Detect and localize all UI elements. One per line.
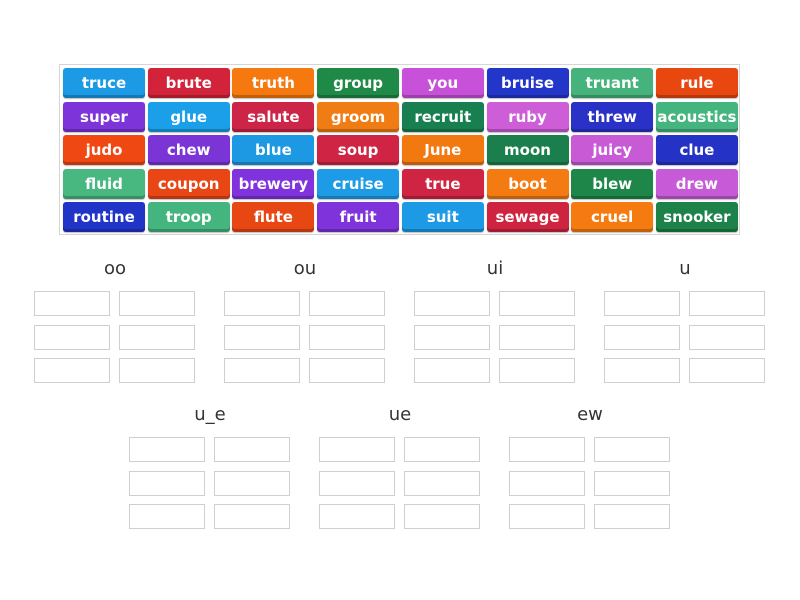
drop-slot[interactable] — [414, 358, 490, 383]
word-tile[interactable]: group — [317, 68, 400, 98]
drop-slot[interactable] — [309, 291, 385, 316]
word-tile-bank: truce brute truth group you bruise truant rule s… — [59, 64, 740, 235]
word-tile[interactable]: ruby — [486, 101, 569, 132]
drop-slot[interactable] — [129, 504, 205, 529]
word-tile[interactable]: truant — [571, 68, 654, 98]
drop-slot[interactable] — [594, 470, 670, 496]
drop-slot[interactable] — [129, 437, 205, 462]
word-tile[interactable]: drew — [655, 168, 738, 199]
word-tile[interactable]: threw — [571, 101, 654, 132]
drop-slot[interactable] — [129, 470, 205, 496]
word-tile[interactable]: truth — [232, 68, 315, 98]
drop-slot[interactable] — [594, 504, 670, 529]
word-tile[interactable]: fruit — [317, 202, 400, 233]
word-tile[interactable]: boot — [486, 168, 569, 199]
word-tile[interactable]: truce — [63, 68, 145, 98]
group-title: ui — [486, 258, 504, 279]
word-tile[interactable]: rule — [655, 68, 738, 98]
drop-slot[interactable] — [214, 437, 290, 462]
drop-slot[interactable] — [414, 291, 490, 316]
word-tile[interactable]: routine — [63, 202, 145, 233]
group-title: ew — [577, 404, 603, 425]
drop-slot[interactable] — [214, 504, 290, 529]
drop-slot[interactable] — [224, 291, 300, 316]
word-tile[interactable]: bruise — [486, 68, 569, 98]
drop-slot[interactable] — [119, 291, 195, 316]
word-tile[interactable]: June — [401, 135, 484, 166]
word-tile[interactable]: moon — [486, 135, 569, 166]
word-tile[interactable]: super — [63, 101, 145, 132]
word-tile[interactable]: acoustics — [655, 101, 738, 132]
drop-slot[interactable] — [509, 437, 585, 462]
group-title: ue — [388, 404, 412, 425]
word-tile[interactable]: glue — [147, 101, 230, 132]
drop-slot[interactable] — [594, 437, 670, 462]
word-tile[interactable]: troop — [147, 202, 230, 233]
drop-slot[interactable] — [34, 358, 110, 383]
word-tile[interactable]: sewage — [486, 202, 569, 233]
word-tile[interactable]: juicy — [571, 135, 654, 166]
word-tile[interactable]: cruise — [317, 168, 400, 199]
word-tile[interactable]: brewery — [232, 168, 315, 199]
drop-slot[interactable] — [604, 291, 680, 316]
word-tile[interactable]: judo — [63, 135, 145, 166]
word-tile[interactable]: soup — [317, 135, 400, 166]
drop-slot[interactable] — [509, 504, 585, 529]
drop-slot[interactable] — [309, 358, 385, 383]
drop-slot[interactable] — [509, 470, 585, 496]
drop-slot[interactable] — [499, 291, 575, 316]
drop-slot[interactable] — [404, 504, 480, 529]
drop-slot[interactable] — [499, 324, 575, 350]
word-tile[interactable]: suit — [401, 202, 484, 233]
word-tile[interactable]: you — [401, 68, 484, 98]
word-tile[interactable]: blew — [571, 168, 654, 199]
group-title: u — [679, 258, 691, 279]
word-tile[interactable]: recruit — [401, 101, 484, 132]
word-tile[interactable]: brute — [147, 68, 230, 98]
drop-slot[interactable] — [689, 358, 765, 383]
drop-slot[interactable] — [319, 437, 395, 462]
word-tile[interactable]: clue — [655, 135, 738, 166]
drop-slot[interactable] — [224, 358, 300, 383]
drop-slot[interactable] — [319, 504, 395, 529]
group-title: u_e — [194, 404, 226, 425]
drop-slot[interactable] — [309, 324, 385, 350]
drop-slot[interactable] — [404, 437, 480, 462]
drop-slot[interactable] — [319, 470, 395, 496]
drop-slot[interactable] — [214, 470, 290, 496]
drop-slot[interactable] — [404, 470, 480, 496]
word-tile[interactable]: chew — [147, 135, 230, 166]
drop-slot[interactable] — [604, 358, 680, 383]
word-tile[interactable]: salute — [232, 101, 315, 132]
word-tile[interactable]: blue — [232, 135, 315, 166]
word-tile[interactable]: flute — [232, 202, 315, 233]
drop-slot[interactable] — [414, 324, 490, 350]
drop-slot[interactable] — [34, 291, 110, 316]
word-tile[interactable]: fluid — [63, 168, 145, 199]
group-title: oo — [103, 258, 127, 279]
drop-slot[interactable] — [604, 324, 680, 350]
drop-slot[interactable] — [499, 358, 575, 383]
drop-slot[interactable] — [119, 324, 195, 350]
word-tile[interactable]: coupon — [147, 168, 230, 199]
drop-slot[interactable] — [689, 291, 765, 316]
word-tile[interactable]: snooker — [655, 202, 738, 233]
drop-slot[interactable] — [34, 324, 110, 350]
group-title: ou — [293, 258, 317, 279]
drop-slot[interactable] — [119, 358, 195, 383]
drop-slot[interactable] — [689, 324, 765, 350]
word-tile[interactable]: true — [401, 168, 484, 199]
word-tile[interactable]: groom — [317, 101, 400, 132]
drop-slot[interactable] — [224, 324, 300, 350]
word-tile[interactable]: cruel — [571, 202, 654, 233]
